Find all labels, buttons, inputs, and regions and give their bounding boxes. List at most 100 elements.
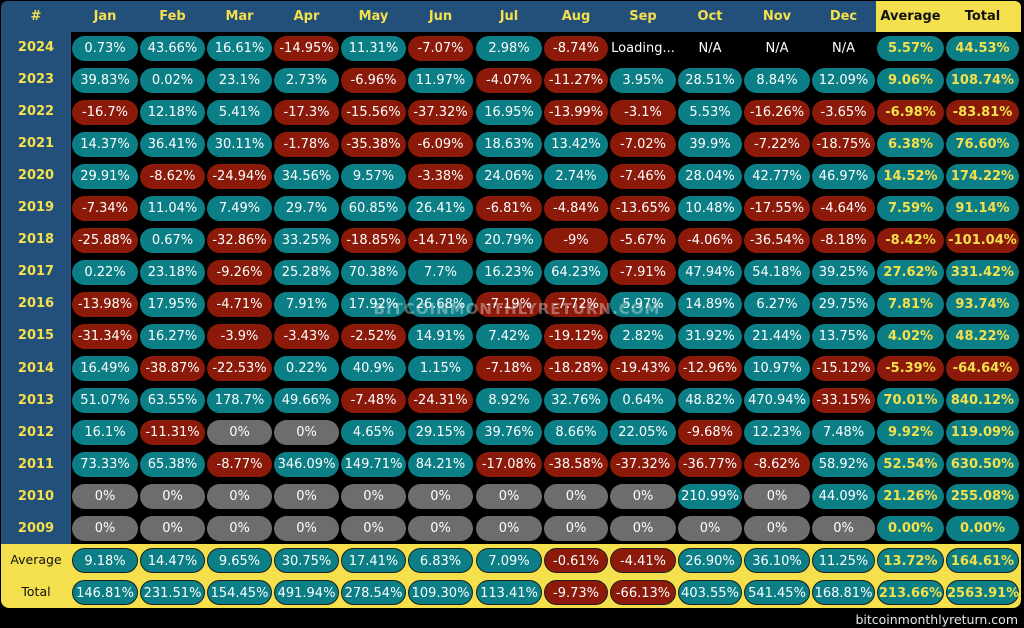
value-cell: -8.62% xyxy=(744,452,810,478)
value-cell: 7.59% xyxy=(877,195,944,221)
year-label: 2020 xyxy=(17,168,55,184)
value-cell: 30.11% xyxy=(207,131,272,157)
value-cell: 2.73% xyxy=(274,67,339,93)
value-cell: -6.98% xyxy=(877,99,944,125)
value-cell: 0% xyxy=(274,420,339,446)
value-cell: 0% xyxy=(744,484,810,510)
value-cell: -18.85% xyxy=(341,227,406,253)
value-cell: 21.26% xyxy=(877,484,944,510)
value-cell: 16.49% xyxy=(72,356,138,381)
column-header: Dec xyxy=(829,9,858,24)
value-cell: -36.77% xyxy=(678,452,742,478)
value-cell: -7.22% xyxy=(744,131,810,157)
value-cell: -7.48% xyxy=(341,388,406,414)
value-cell: 119.09% xyxy=(946,420,1019,446)
value-cell: 174.22% xyxy=(946,163,1019,189)
value-cell: -101.04% xyxy=(946,227,1019,253)
value-cell: 14.91% xyxy=(408,323,473,349)
value-cell: 7.49% xyxy=(207,195,272,221)
value-cell: 39.83% xyxy=(72,67,138,93)
value-cell: 27.62% xyxy=(877,259,944,285)
value-cell: 93.74% xyxy=(946,291,1019,317)
value-cell: 10.97% xyxy=(744,356,810,381)
value-cell: -8.74% xyxy=(544,35,608,61)
value-cell: 60.85% xyxy=(341,195,406,221)
value-cell: 48.22% xyxy=(946,323,1019,349)
year-label: 2012 xyxy=(17,424,55,440)
value-cell: 29.15% xyxy=(408,420,473,446)
footer-cell: -66.13% xyxy=(610,579,676,605)
footer-cell: 13.72% xyxy=(877,547,944,573)
value-cell: -64.64% xyxy=(946,356,1019,381)
year-column-background xyxy=(1,1,71,544)
year-label: 2019 xyxy=(17,200,55,216)
value-cell: -36.54% xyxy=(744,227,810,253)
value-cell: 0% xyxy=(207,484,272,510)
value-cell: 9.06% xyxy=(877,67,944,93)
value-cell: 0% xyxy=(476,484,542,510)
value-cell: -8.18% xyxy=(812,227,875,253)
footer-cell: 9.65% xyxy=(207,547,272,573)
value-cell: 7.48% xyxy=(812,420,875,446)
value-cell: 2.98% xyxy=(476,35,542,61)
value-cell: 0% xyxy=(341,516,406,542)
year-label: 2021 xyxy=(17,136,55,152)
value-cell: -7.46% xyxy=(610,163,676,189)
value-cell: 7.42% xyxy=(476,323,542,349)
value-cell: 39.9% xyxy=(678,131,742,157)
value-cell: 16.95% xyxy=(476,99,542,125)
value-cell: -13.65% xyxy=(610,195,676,221)
value-cell: 46.97% xyxy=(812,163,875,189)
value-cell: Loading... xyxy=(611,40,675,56)
value-cell: 0% xyxy=(610,484,676,510)
year-label: 2017 xyxy=(17,264,55,280)
value-cell: 13.42% xyxy=(544,131,608,157)
value-cell: N/A xyxy=(765,40,789,56)
value-cell: 44.53% xyxy=(946,35,1019,61)
value-cell: 20.79% xyxy=(476,227,542,253)
value-cell: 5.41% xyxy=(207,99,272,125)
value-cell: 840.12% xyxy=(946,388,1019,414)
value-cell: -18.75% xyxy=(812,131,875,157)
footer-cell: 11.25% xyxy=(812,547,875,573)
value-cell: 28.51% xyxy=(678,67,742,93)
value-cell: 58.92% xyxy=(812,452,875,478)
footer-cell: -4.41% xyxy=(610,547,676,573)
footer-cell: 113.41% xyxy=(476,579,542,605)
value-cell: -17.3% xyxy=(274,99,339,125)
value-cell: 630.50% xyxy=(946,452,1019,478)
value-cell: -1.78% xyxy=(274,131,339,157)
value-cell: -6.09% xyxy=(408,131,473,157)
value-cell: -17.55% xyxy=(744,195,810,221)
value-cell: 4.65% xyxy=(341,420,406,446)
value-cell: -9.26% xyxy=(207,259,272,285)
column-header: Jun xyxy=(428,9,453,24)
value-cell: -3.65% xyxy=(812,99,875,125)
value-cell: -12.96% xyxy=(678,356,742,381)
value-cell: 34.56% xyxy=(274,163,339,189)
value-cell: -7.02% xyxy=(610,131,676,157)
column-header: Oct xyxy=(697,9,723,24)
value-cell: 23.1% xyxy=(207,67,272,93)
value-cell: 0.67% xyxy=(140,227,205,253)
value-cell: 0% xyxy=(678,516,742,542)
footer-label: Average xyxy=(10,552,62,567)
footer-cell: 491.94% xyxy=(274,579,339,605)
footer-cell: 17.41% xyxy=(341,547,406,573)
value-cell: -11.27% xyxy=(544,67,608,93)
value-cell: -7.18% xyxy=(476,356,542,381)
year-label: 2010 xyxy=(17,488,55,504)
value-cell: 73.33% xyxy=(72,452,138,478)
value-cell: 178.7% xyxy=(207,388,272,414)
value-cell: 48.82% xyxy=(678,388,742,414)
value-cell: 12.23% xyxy=(744,420,810,446)
value-cell: 5.53% xyxy=(678,99,742,125)
value-cell: 1.15% xyxy=(408,356,473,381)
value-cell: -3.9% xyxy=(207,323,272,349)
value-cell: 65.38% xyxy=(140,452,205,478)
value-cell: 255.08% xyxy=(946,484,1019,510)
value-cell: 0.00% xyxy=(946,516,1019,542)
value-cell: -9.68% xyxy=(678,420,742,446)
value-cell: 51.07% xyxy=(72,388,138,414)
value-cell: 44.09% xyxy=(812,484,875,510)
